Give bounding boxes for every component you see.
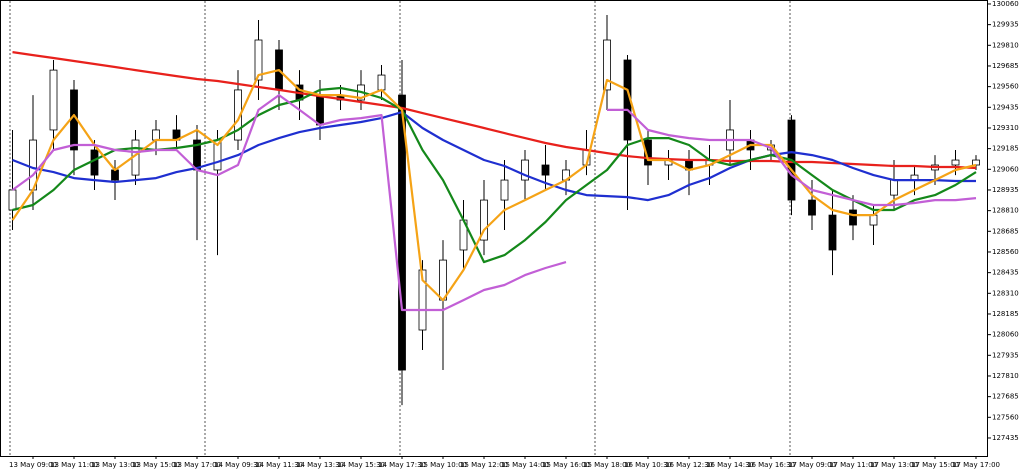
x-tick-label: 15 May 18:00 [583,461,631,469]
candle-body [644,139,652,166]
x-tick-label: 14 May 11:30 [255,461,303,469]
y-tick-label: 130060 [992,0,1019,8]
candle-body [439,259,447,301]
candle-body [521,159,529,181]
x-tick-label: 17 May 11:00 [829,461,877,469]
x-tick-label: 16 May 10:30 [624,461,672,469]
candle-body [972,159,980,166]
moving-average [12,51,977,170]
y-tick-label: 129935 [992,21,1019,29]
x-tick-label: 13 May 09:00 [9,461,57,469]
candle-body [480,199,488,241]
y-tick-label: 128435 [992,269,1019,277]
y-tick-label: 127685 [992,393,1019,401]
candle-body [890,179,898,196]
y-tick-label: 128560 [992,248,1019,256]
x-tick-label: 17 May 15:00 [911,461,959,469]
y-tick-label: 129685 [992,62,1019,70]
candles [8,15,980,406]
candle-body [951,159,960,166]
y-tick-label: 129810 [992,41,1019,49]
x-tick-label: 15 May 16:00 [542,461,590,469]
plot-frame [0,0,988,457]
candle-body [808,199,816,216]
x-tick-label: 14 May 17:30 [378,461,426,469]
x-tick-label: 17 May 13:00 [870,461,918,469]
x-tick-label: 13 May 11:00 [50,461,98,469]
x-tick-label: 14 May 13:30 [296,461,344,469]
x-tick-label: 15 May 10:00 [419,461,467,469]
y-tick-label: 127560 [992,413,1019,421]
candle-body [49,69,58,131]
x-tick-label: 15 May 14:00 [501,461,549,469]
x-tick-label: 13 May 13:00 [91,461,139,469]
x-tick-label: 16 May 14:30 [706,461,754,469]
x-tick-label: 13 May 15:00 [132,461,180,469]
candle-body [316,94,324,126]
candle-body [603,39,611,91]
candle-body [377,74,386,91]
y-tick-label: 129060 [992,165,1019,173]
y-tick-label: 129185 [992,145,1019,153]
y-tick-label: 127435 [992,434,1019,442]
candle-body [541,164,550,176]
y-tick-label: 129310 [992,124,1019,132]
candle-body [849,209,857,226]
candle-body [828,214,837,251]
candle-body [8,189,17,211]
x-tick-label: 17 May 17:00 [952,461,1000,469]
x-tick-label: 14 May 15:30 [337,461,385,469]
y-tick-label: 127935 [992,351,1019,359]
x-tick-label: 17 May 09:00 [788,461,836,469]
moving-average [12,86,977,264]
candle-body [90,149,99,176]
candle-body [398,94,406,371]
moving-average [11,94,977,312]
candle-body [869,214,878,226]
y-tick-label: 128935 [992,186,1019,194]
x-tick-label: 16 May 12:30 [665,461,713,469]
y-tick-label: 128685 [992,227,1019,235]
candle-body [254,39,263,81]
x-tick-label: 16 May 16:30 [747,461,795,469]
y-tick-label: 128185 [992,310,1019,318]
moving-average [11,69,977,302]
moving-average [12,111,976,202]
candle-body [152,129,160,141]
y-tick-label: 128310 [992,289,1019,297]
candle-body [234,89,242,141]
y-tick-label: 127810 [992,372,1019,380]
candle-body [500,179,509,201]
candle-body [418,269,427,331]
candle-body [111,169,119,181]
y-tick-label: 129560 [992,83,1019,91]
x-tick-label: 14 May 09:30 [214,461,262,469]
y-tick-label: 128060 [992,331,1019,339]
y-tick-label: 128810 [992,207,1019,215]
x-tick-label: 13 May 17:00 [173,461,221,469]
y-tick-label: 129435 [992,103,1019,111]
x-tick-label: 15 May 12:00 [460,461,508,469]
